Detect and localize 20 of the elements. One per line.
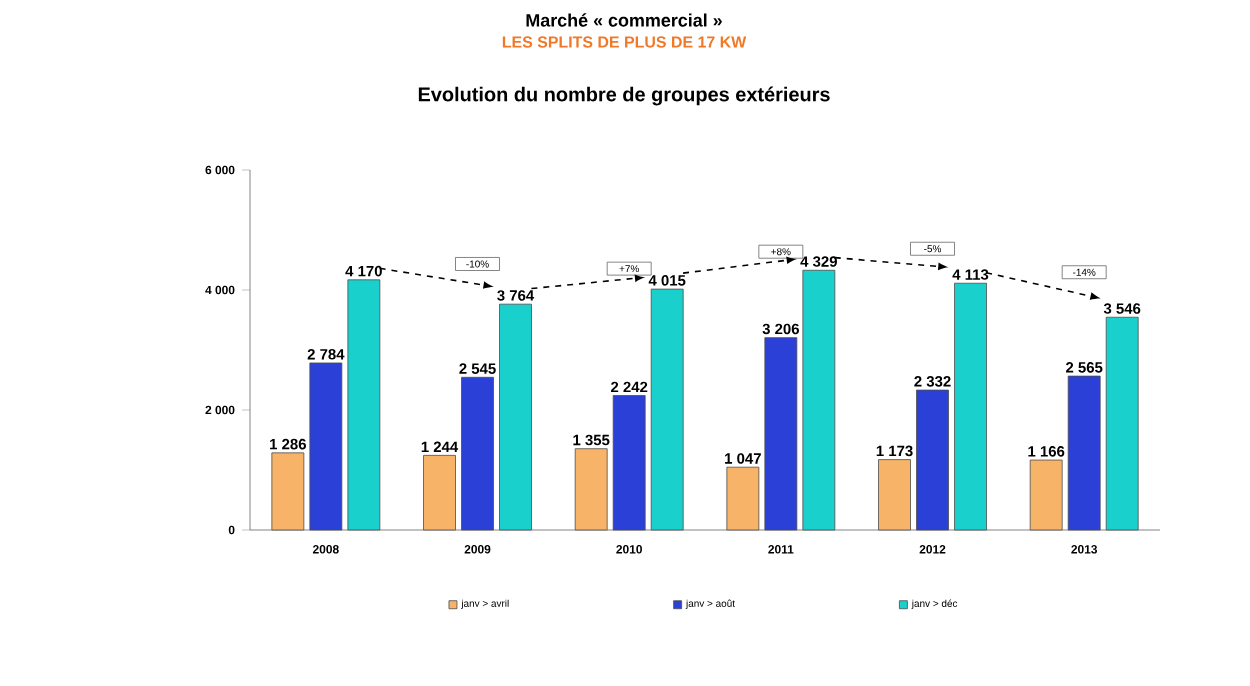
bar: [574, 448, 608, 531]
text: Evolution du nombre de groupes extérieurs: [418, 86, 830, 106]
bar: [650, 288, 684, 531]
bar: [802, 269, 836, 531]
bar: [916, 389, 949, 531]
chart-title: Marché « commercial »: [526, 13, 722, 27]
bar: [461, 376, 494, 531]
bar: [1029, 459, 1063, 531]
bar: [878, 459, 911, 531]
bar: [954, 282, 987, 531]
bar: [1105, 316, 1139, 531]
bar: [764, 337, 798, 531]
bar: [423, 454, 456, 531]
bar: [309, 362, 343, 531]
bar: [499, 303, 532, 531]
bar: [347, 279, 381, 531]
bar: [1067, 375, 1101, 531]
bar: [271, 452, 305, 531]
bar: [726, 466, 760, 531]
bar: [612, 395, 646, 531]
